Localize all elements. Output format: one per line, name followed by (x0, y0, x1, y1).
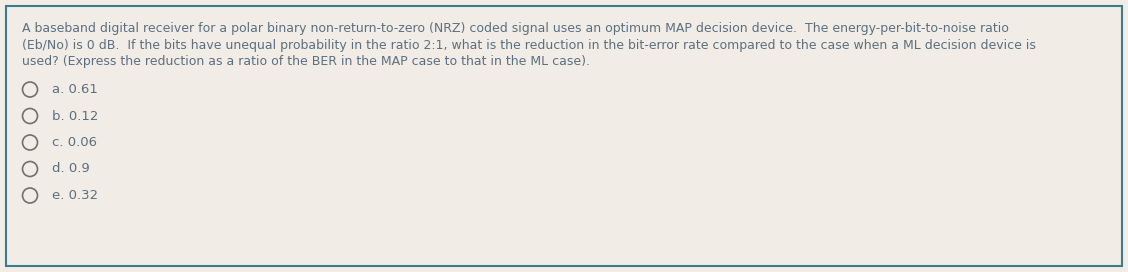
Ellipse shape (23, 162, 37, 177)
Ellipse shape (23, 82, 37, 97)
Text: a. 0.61: a. 0.61 (52, 83, 98, 96)
Text: (Eb/No) is 0 dB.  If the bits have unequal probability in the ratio 2:1, what is: (Eb/No) is 0 dB. If the bits have unequa… (23, 39, 1036, 51)
Ellipse shape (23, 109, 37, 123)
Text: b. 0.12: b. 0.12 (52, 110, 98, 122)
Ellipse shape (23, 188, 37, 203)
Text: e. 0.32: e. 0.32 (52, 189, 98, 202)
Text: d. 0.9: d. 0.9 (52, 162, 90, 175)
Text: used? (Express the reduction as a ratio of the BER in the MAP case to that in th: used? (Express the reduction as a ratio … (23, 55, 590, 68)
Text: c. 0.06: c. 0.06 (52, 136, 97, 149)
Ellipse shape (23, 135, 37, 150)
Text: A baseband digital receiver for a polar binary non-return-to-zero (NRZ) coded si: A baseband digital receiver for a polar … (23, 22, 1008, 35)
